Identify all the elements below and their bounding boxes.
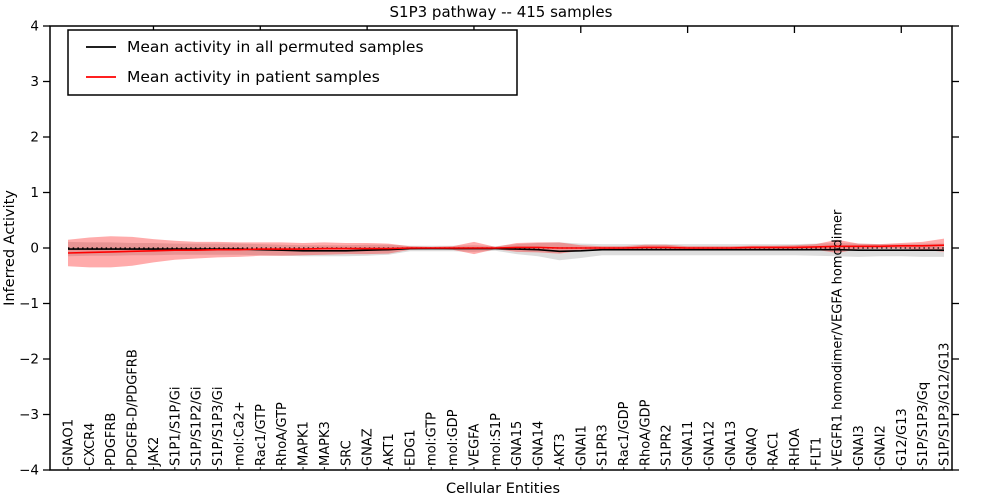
- x-category-label: JAK2: [147, 437, 162, 467]
- band-layer: [68, 236, 944, 268]
- x-category-label: FLT1: [809, 437, 824, 466]
- y-tick-label: −3: [19, 407, 39, 423]
- y-tick-label: 1: [30, 185, 39, 201]
- x-category-label: S1P/S1P3/Gi: [211, 387, 226, 466]
- x-category-label: VEGFR1 homodimer/VEGFA homodimer: [831, 209, 846, 466]
- x-category-label: RAC1: [767, 431, 782, 466]
- category-label-layer: GNAO1 CXCR4 PDGFRB PDGFB-D/PDGFRB JAK2 S1P1/S…: [62, 209, 953, 467]
- x-category-label: AKT3: [553, 433, 568, 466]
- x-category-label: EDG1: [403, 429, 418, 466]
- x-category-label: GNA13: [724, 421, 739, 466]
- x-category-label: AKT1: [382, 433, 397, 466]
- x-category-label: RHOA: [788, 428, 803, 466]
- x-category-label: GNA11: [681, 421, 696, 466]
- x-category-label: MAPK1: [297, 421, 312, 466]
- legend-label-permuted: Mean activity in all permuted samples: [127, 38, 424, 56]
- x-category-label: GNAI2: [873, 425, 888, 466]
- chart-title: S1P3 pathway -- 415 samples: [390, 3, 613, 21]
- x-category-label: GNA15: [510, 421, 525, 466]
- x-category-label: GNAZ: [361, 428, 376, 466]
- y-tick-label: 4: [30, 19, 39, 35]
- x-category-label: S1P/S1P3/G12/G13: [938, 343, 953, 466]
- x-category-label: RhoA/GTP: [275, 402, 290, 466]
- patient-mean-line: [67, 244, 945, 254]
- x-category-label: VEGFA: [467, 424, 482, 466]
- legend-box: [67, 29, 518, 96]
- x-category-label: SRC: [339, 440, 354, 466]
- y-tick-label: 0: [30, 241, 39, 257]
- x-category-label: mol:GTP: [425, 412, 440, 466]
- x-category-label: S1PR2: [660, 424, 675, 466]
- y-tick-label: −2: [19, 352, 39, 368]
- x-category-label: S1P1/S1P/Gi: [168, 387, 183, 466]
- patient-std-band: [68, 236, 944, 268]
- y-tick-label: 2: [30, 130, 39, 146]
- x-axis-title: Cellular Entities: [446, 481, 560, 497]
- x-category-label: GNA12: [702, 421, 717, 466]
- x-category-label: CXCR4: [83, 423, 98, 466]
- x-category-label: Rac1/GTP: [254, 404, 269, 466]
- axes-layer: 4 3 2 1 0 −1 −2 −3 −4: [19, 19, 959, 479]
- x-category-label: MAPK3: [318, 421, 333, 466]
- series-line-layer: [67, 244, 945, 254]
- x-category-label: mol:GDP: [446, 409, 461, 466]
- x-category-label: GNAQ: [745, 427, 760, 466]
- y-tick-label: 3: [30, 74, 39, 90]
- y-axis-title: Inferred Activity: [2, 190, 18, 306]
- x-category-label: GNA14: [532, 421, 547, 466]
- x-category-label: Rac1/GDP: [617, 401, 632, 466]
- x-category-label: PDGFRB: [104, 413, 119, 466]
- permuted-std-band: [68, 241, 944, 261]
- x-category-label: S1P/S1P3/Gq: [916, 382, 931, 466]
- x-category-label: GNAO1: [62, 419, 77, 466]
- x-category-label: PDGFB-D/PDGFRB: [126, 349, 141, 466]
- x-category-label: G12/G13: [895, 408, 910, 466]
- x-category-label: GNAI1: [574, 425, 589, 466]
- legend: Mean activity in all permuted samples Me…: [67, 29, 518, 96]
- x-category-label: S1P/S1P2/Gi: [190, 387, 205, 466]
- legend-label-patient: Mean activity in patient samples: [127, 68, 380, 86]
- x-category-label: mol:S1P: [489, 413, 504, 466]
- x-category-label: S1PR3: [596, 424, 611, 466]
- x-category-label: mol:Ca2+: [232, 401, 247, 466]
- y-tick-label: −4: [19, 463, 39, 479]
- x-category-label: GNAI3: [852, 425, 867, 466]
- x-category-label: RhoA/GDP: [638, 399, 653, 466]
- y-tick-label: −1: [19, 296, 39, 312]
